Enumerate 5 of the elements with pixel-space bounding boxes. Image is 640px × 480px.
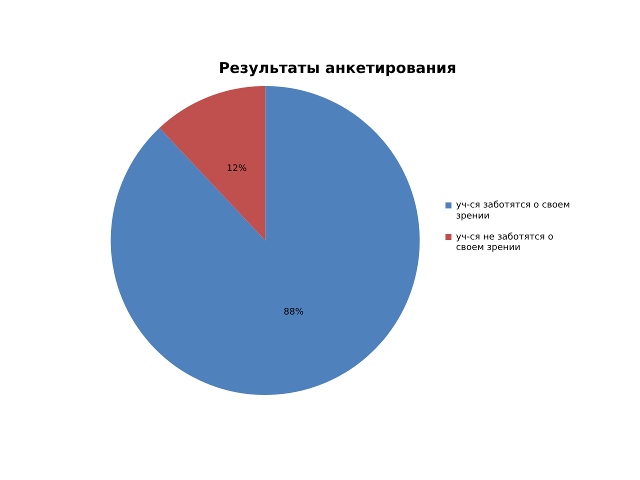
data-label: 12% <box>226 164 248 174</box>
legend-label: уч-ся заботятся о своем зрении <box>456 200 570 222</box>
data-label: 88% <box>284 308 304 318</box>
chart-title: Результаты анкетирования <box>218 58 456 77</box>
legend-label: уч-ся не заботятся о своем зрении <box>456 232 554 254</box>
